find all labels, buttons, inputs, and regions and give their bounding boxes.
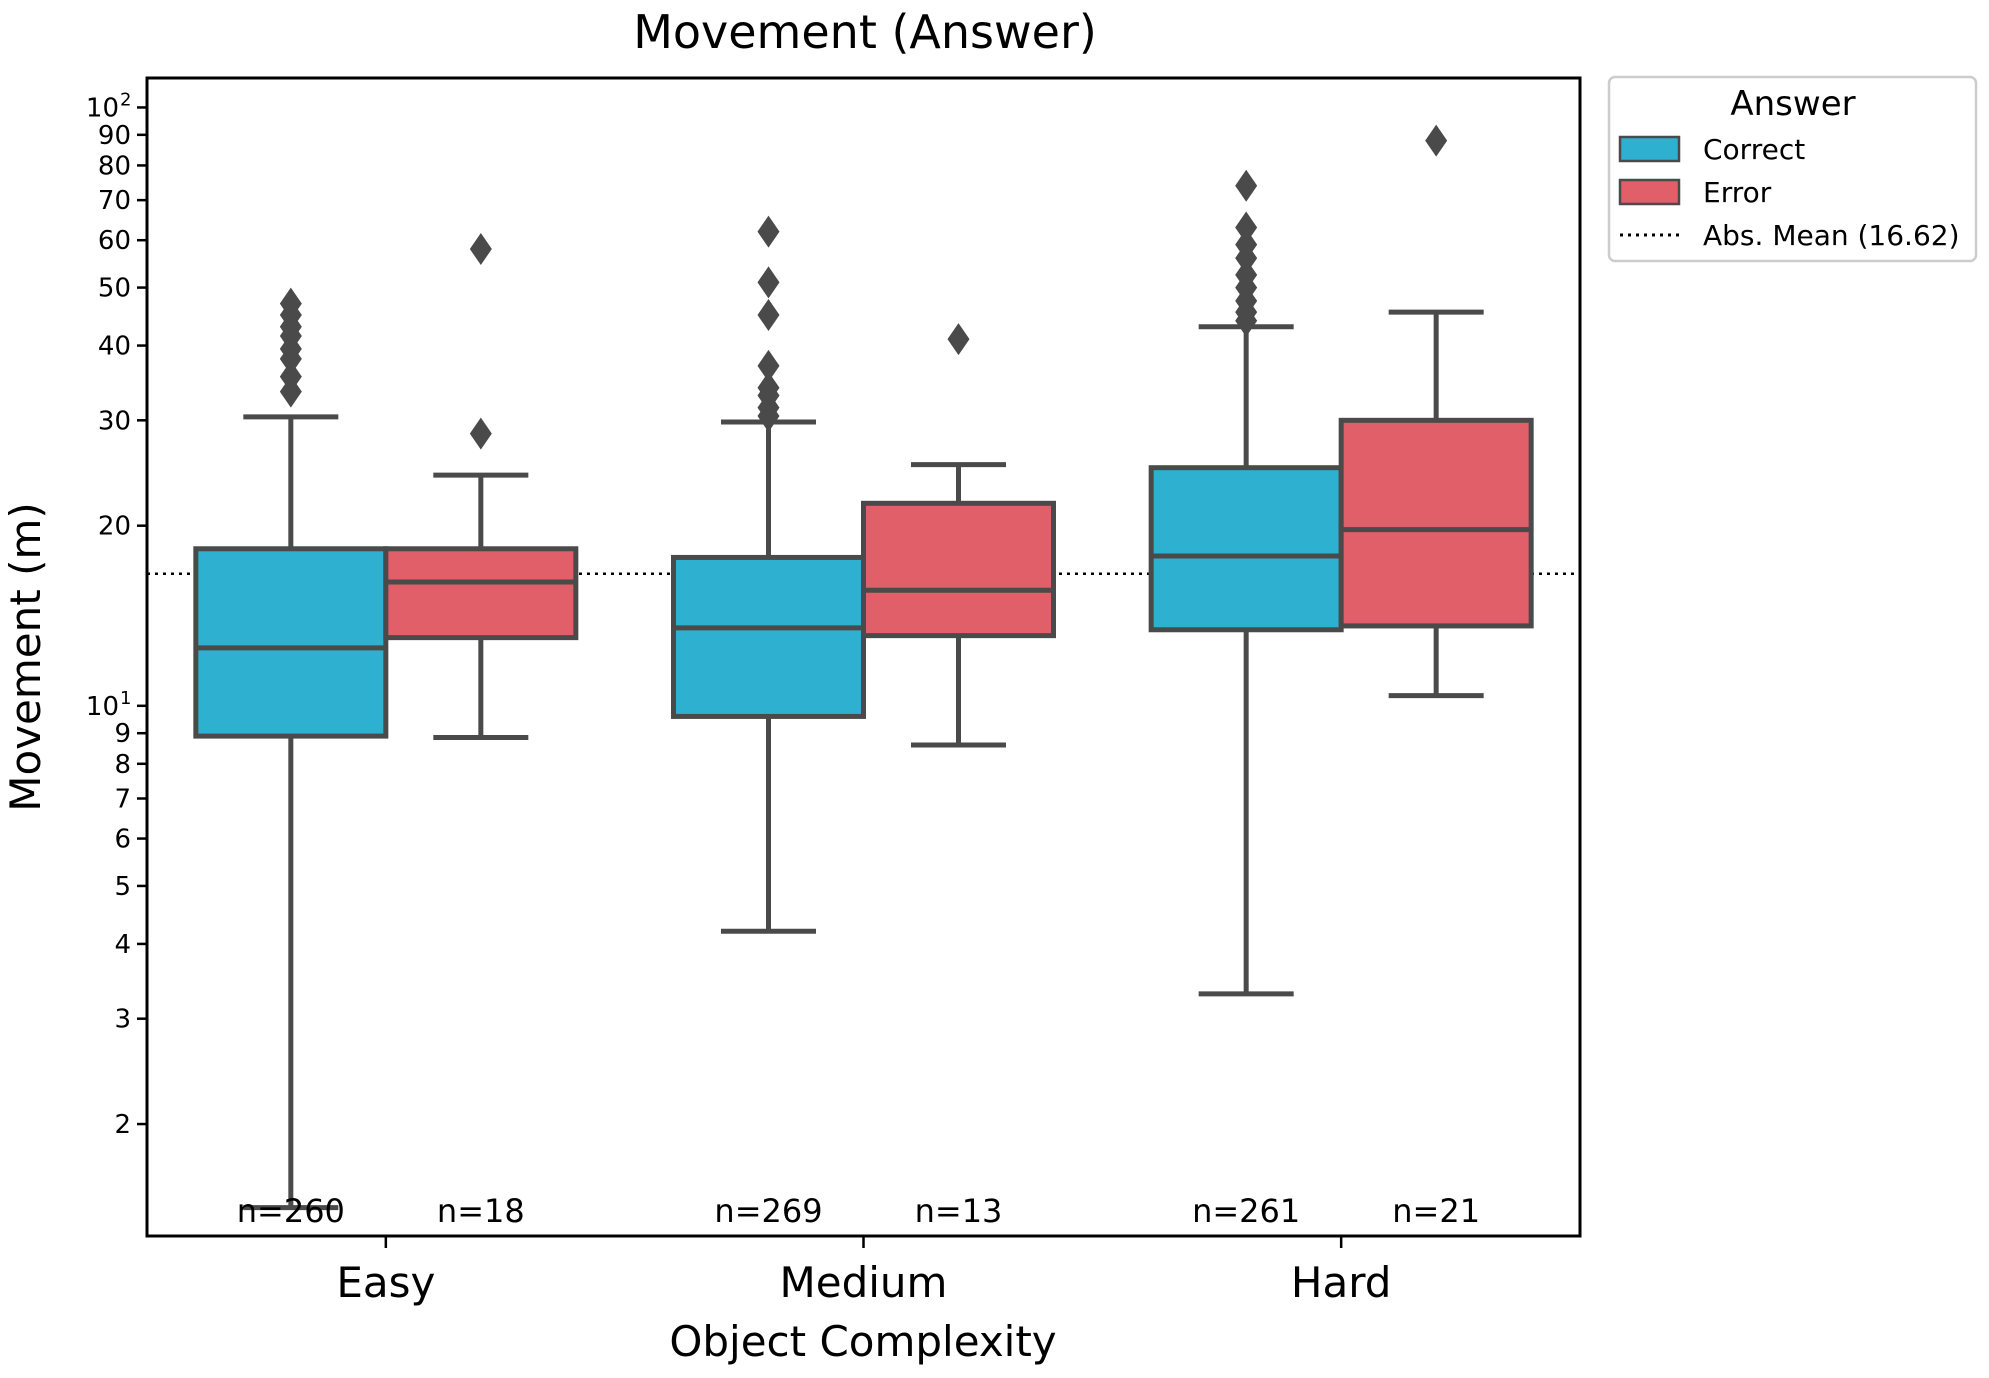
x-tick-label: Easy [336,1258,435,1307]
count-labels-layer: n=260 n=269 n=261 n=18 n=13 n=21 [237,1192,1480,1230]
y-tick-label: 6 [114,825,131,855]
n-count-label: n=261 [1192,1192,1300,1230]
legend-swatch-correct [1618,135,1681,163]
iqr-box [1148,465,1344,633]
outlier-point [1425,124,1448,157]
y-tick-label: 20 [98,512,131,542]
y-tick-label: 7 [114,785,131,815]
outlier-point [279,360,302,393]
y-tick-label: 70 [98,186,131,216]
y-tick-label: 90 [98,121,131,151]
chart-title: Movement (Answer) [633,5,1097,59]
legend-title: Answer [1730,84,1855,124]
outlier-point [757,215,780,248]
y-tick-label: 3 [114,1005,131,1035]
legend: Answer Correct Error Abs. Mean (16.62) [1607,75,1978,263]
n-count-label: n=269 [714,1192,822,1230]
x-axis-title: Object Complexity [669,1317,1056,1366]
iqr-box [1338,417,1534,629]
iqr-box [861,500,1056,639]
outlier-point [947,323,970,356]
y-axis-title: Movement (m) [1,502,50,812]
legend-frame [1607,75,1978,263]
legend-label-error: Error [1703,176,1772,209]
n-count-label: n=21 [1392,1192,1480,1230]
n-count-label: n=260 [237,1192,345,1230]
outlier-point [1235,258,1258,291]
n-count-label: n=13 [915,1192,1003,1230]
box-error-medium [861,323,1056,748]
x-axis: Easy Medium Hard [336,1236,1391,1307]
y-tick-label: 9 [114,719,131,749]
boxes-layer [193,124,1534,1211]
y-tick-label: 4 [114,930,131,960]
box-error-hard [1338,124,1534,699]
y-tick-exponent: 2 [120,89,131,110]
outlier-point [757,298,780,331]
y-tick-label: 60 [98,226,131,256]
iqr-box [383,546,579,641]
x-tick-label: Medium [780,1258,948,1307]
iqr-box [671,554,866,719]
box-correct-easy [193,287,389,1211]
outlier-point [757,371,780,404]
iqr-box [193,546,389,739]
outlier-point [469,233,492,266]
x-tick-label: Hard [1291,1258,1392,1307]
outlier-point [1235,211,1258,244]
outlier-point [1235,169,1258,202]
y-tick-label: 10 [86,93,119,123]
y-tick-label: 10 [86,692,119,722]
legend-swatch-error [1618,178,1681,206]
y-tick-label: 40 [98,332,131,362]
y-tick-label: 5 [114,872,131,902]
outlier-point [279,287,302,320]
y-tick-exponent: 1 [120,688,131,709]
outlier-point [757,266,780,299]
outlier-point [469,417,492,450]
legend-label-correct: Correct [1703,133,1805,166]
y-tick-label: 80 [98,151,131,181]
legend-label-abs-mean: Abs. Mean (16.62) [1703,219,1960,252]
outlier-point [757,349,780,382]
y-tick-label: 30 [98,406,131,436]
box-error-easy [383,233,579,741]
y-tick-label: 8 [114,750,131,780]
y-tick-label: 2 [114,1110,131,1140]
y-tick-label: 50 [98,274,131,304]
box-correct-hard [1148,169,1344,997]
n-count-label: n=18 [437,1192,525,1230]
outlier-point [1235,228,1258,261]
